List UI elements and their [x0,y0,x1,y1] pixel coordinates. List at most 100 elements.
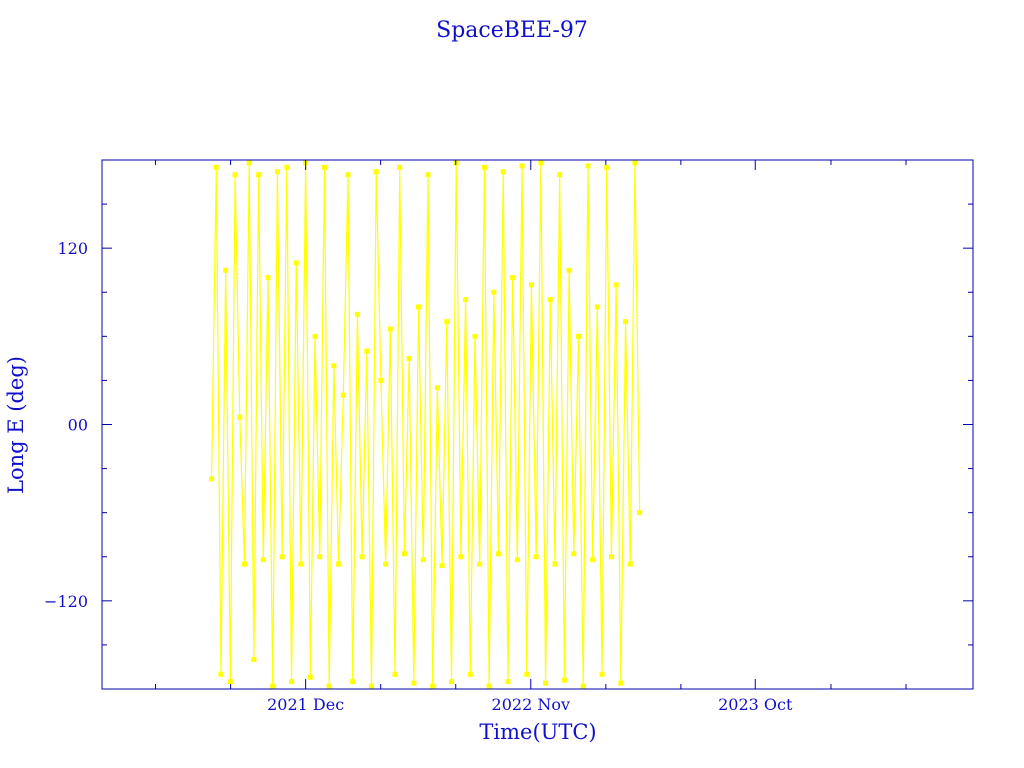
data-point [218,671,224,677]
data-point [613,282,619,288]
y-tick-label: −120 [44,592,88,611]
data-point [590,557,596,563]
data-point [256,172,262,178]
series-layer [209,160,643,689]
data-point [336,561,342,567]
data-point [481,164,487,170]
data-point [274,169,280,175]
data-point [383,561,389,567]
data-point [241,561,247,567]
data-point [496,551,502,557]
data-point [289,679,295,685]
data-point [608,554,614,560]
data-point [401,551,407,557]
data-point [265,275,271,281]
data-point [623,319,629,325]
data-point [227,679,233,685]
x-tick-label: 2023 Oct [718,695,793,714]
data-point [467,671,473,677]
data-point [298,561,304,567]
data-point [279,554,285,560]
data-point [237,414,243,420]
data-point [307,674,313,680]
data-point [434,385,440,391]
data-point [345,172,351,178]
data-point [491,289,497,295]
data-point [448,679,454,685]
data-point [350,679,356,685]
data-point [354,311,360,317]
data-point [477,561,483,567]
data-point [528,282,534,288]
y-tick-label: 120 [57,239,88,258]
data-point [246,160,252,166]
data-point [472,333,478,339]
data-point [486,683,492,689]
data-point [317,554,323,560]
y-axis-label: Long E (deg) [4,356,28,494]
data-point [439,563,445,569]
data-point [392,671,398,677]
data-point [519,163,525,169]
y-tick-label: 00 [68,416,88,435]
data-point [326,683,332,689]
data-point [387,326,393,332]
data-point [406,355,412,361]
data-point [444,319,450,325]
data-point [397,164,403,170]
data-point [594,304,600,310]
data-point [632,160,638,166]
data-point [637,510,643,516]
data-point [458,554,464,560]
data-point [420,557,426,563]
data-point [524,671,530,677]
data-point [378,377,384,383]
data-point [260,557,266,563]
data-point [251,657,257,663]
data-point [425,172,431,178]
x-tick-label: 2021 Dec [267,695,344,714]
data-point [359,554,365,560]
data-point [368,683,374,689]
data-point [538,160,544,166]
data-point [321,164,327,170]
data-point [585,163,591,169]
data-point [552,561,558,567]
data-point [312,333,318,339]
data-point [580,683,586,689]
data-point [604,164,610,170]
data-point [533,554,539,560]
x-tick-label: 2022 Nov [492,695,570,714]
data-point [232,172,238,178]
chart-title: SpaceBEE-97 [436,18,588,43]
data-point [223,267,229,273]
data-point [270,683,276,689]
data-point [500,169,506,175]
data-point [510,275,516,281]
data-point [561,677,567,683]
data-point [331,363,337,369]
data-point [571,551,577,557]
data-point [430,683,436,689]
tick-layer [102,160,973,689]
data-point [514,557,520,563]
data-point [293,260,299,266]
x-axis-label: Time(UTC) [479,720,596,744]
data-point [566,267,572,273]
data-point [547,297,553,303]
data-point [543,680,549,686]
data-point [627,561,633,567]
data-point [284,164,290,170]
data-point [213,164,219,170]
data-point [364,348,370,354]
data-point [209,476,215,482]
data-point [575,333,581,339]
data-point [599,671,605,677]
data-point [416,304,422,310]
series-line [210,162,641,687]
data-point [463,297,469,303]
data-point [557,172,563,178]
data-point [340,392,346,398]
data-point [618,680,624,686]
